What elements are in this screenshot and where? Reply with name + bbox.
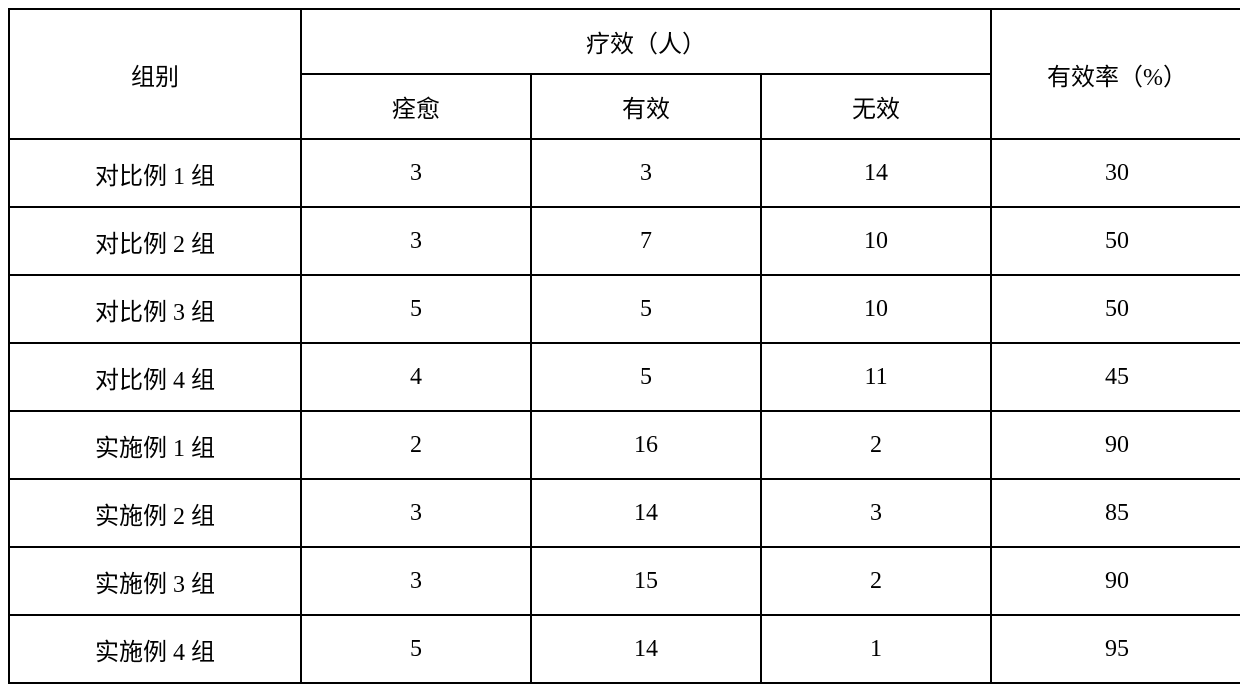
cell-ineffective: 10 xyxy=(761,275,991,343)
cell-cured: 4 xyxy=(301,343,531,411)
header-rate: 有效率（%） xyxy=(991,9,1240,139)
cell-cured: 3 xyxy=(301,139,531,207)
cell-cured: 3 xyxy=(301,479,531,547)
table-row: 对比例 3 组 5 5 10 50 xyxy=(9,275,1240,343)
cell-ineffective: 2 xyxy=(761,547,991,615)
table-row: 实施例 1 组 2 16 2 90 xyxy=(9,411,1240,479)
cell-rate: 50 xyxy=(991,207,1240,275)
cell-cured: 3 xyxy=(301,207,531,275)
header-efficacy: 疗效（人） xyxy=(301,9,991,74)
cell-ineffective: 3 xyxy=(761,479,991,547)
cell-group: 对比例 4 组 xyxy=(9,343,301,411)
table-row: 对比例 2 组 3 7 10 50 xyxy=(9,207,1240,275)
cell-group: 实施例 4 组 xyxy=(9,615,301,683)
cell-rate: 45 xyxy=(991,343,1240,411)
cell-group: 实施例 2 组 xyxy=(9,479,301,547)
table-row: 对比例 4 组 4 5 11 45 xyxy=(9,343,1240,411)
cell-rate: 85 xyxy=(991,479,1240,547)
cell-ineffective: 10 xyxy=(761,207,991,275)
cell-effective: 5 xyxy=(531,275,761,343)
cell-rate: 90 xyxy=(991,411,1240,479)
cell-rate: 95 xyxy=(991,615,1240,683)
cell-effective: 15 xyxy=(531,547,761,615)
cell-effective: 3 xyxy=(531,139,761,207)
cell-ineffective: 11 xyxy=(761,343,991,411)
cell-rate: 90 xyxy=(991,547,1240,615)
header-group: 组别 xyxy=(9,9,301,139)
cell-cured: 2 xyxy=(301,411,531,479)
cell-cured: 5 xyxy=(301,615,531,683)
cell-cured: 5 xyxy=(301,275,531,343)
table-row: 实施例 4 组 5 14 1 95 xyxy=(9,615,1240,683)
cell-group: 对比例 2 组 xyxy=(9,207,301,275)
cell-ineffective: 1 xyxy=(761,615,991,683)
cell-group: 对比例 3 组 xyxy=(9,275,301,343)
cell-effective: 5 xyxy=(531,343,761,411)
table-row: 实施例 2 组 3 14 3 85 xyxy=(9,479,1240,547)
header-ineffective: 无效 xyxy=(761,74,991,139)
cell-rate: 50 xyxy=(991,275,1240,343)
cell-group: 实施例 1 组 xyxy=(9,411,301,479)
cell-effective: 16 xyxy=(531,411,761,479)
header-effective: 有效 xyxy=(531,74,761,139)
header-cured: 痊愈 xyxy=(301,74,531,139)
cell-effective: 14 xyxy=(531,479,761,547)
cell-group: 对比例 1 组 xyxy=(9,139,301,207)
cell-ineffective: 14 xyxy=(761,139,991,207)
table-row: 实施例 3 组 3 15 2 90 xyxy=(9,547,1240,615)
cell-effective: 7 xyxy=(531,207,761,275)
efficacy-table: 组别 疗效（人） 有效率（%） 痊愈 有效 无效 对比例 1 组 3 3 14 … xyxy=(8,8,1240,684)
table-row: 对比例 1 组 3 3 14 30 xyxy=(9,139,1240,207)
cell-ineffective: 2 xyxy=(761,411,991,479)
table-body: 对比例 1 组 3 3 14 30 对比例 2 组 3 7 10 50 对比例 … xyxy=(9,139,1240,683)
cell-rate: 30 xyxy=(991,139,1240,207)
cell-cured: 3 xyxy=(301,547,531,615)
cell-effective: 14 xyxy=(531,615,761,683)
cell-group: 实施例 3 组 xyxy=(9,547,301,615)
